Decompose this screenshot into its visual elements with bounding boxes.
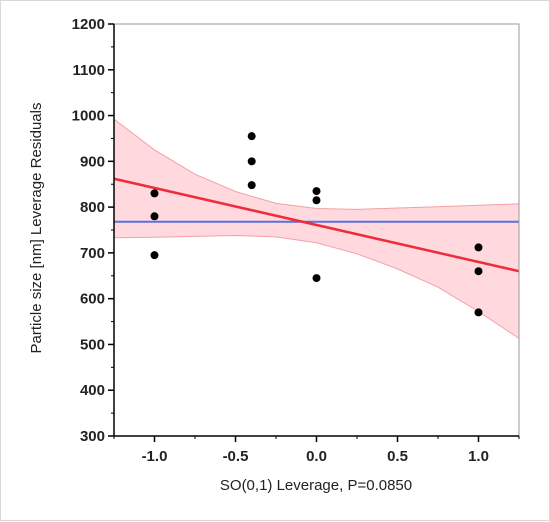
y-tick-label: 300 [80, 428, 105, 445]
data-point [474, 308, 483, 317]
data-point [474, 243, 483, 252]
confidence-band-layer [113, 118, 520, 339]
x-tick-label: 0.5 [387, 448, 408, 465]
y-tick-label: 700 [80, 245, 105, 262]
data-point [312, 187, 321, 196]
regression-fit-line [113, 177, 520, 273]
axis-layer: 300 400 500 600 700 800 900 1000 1100 1200 -1.0 -0.… [72, 16, 520, 465]
data-point [312, 274, 321, 283]
y-tick-label: 600 [80, 291, 105, 308]
y-tick-label: 800 [80, 199, 105, 216]
x-tick-label: -1.0 [142, 448, 168, 465]
y-tick-label: 900 [80, 153, 105, 170]
data-point [247, 157, 256, 166]
y-tick-label: 1200 [72, 16, 105, 33]
x-tick-label: -0.5 [223, 448, 249, 465]
data-point [474, 267, 483, 276]
data-point [150, 189, 159, 198]
data-point [312, 196, 321, 205]
data-point [247, 181, 256, 190]
data-point [150, 251, 159, 260]
confidence-band [114, 119, 519, 339]
y-tick-label: 1100 [72, 62, 105, 79]
x-tick-label: 0.0 [306, 448, 327, 465]
y-axis-label: Particle size [nm] Leverage Residuals [28, 103, 45, 354]
data-point [247, 132, 256, 141]
y-tick-label: 1000 [72, 108, 105, 125]
point-layer [150, 132, 483, 317]
confidence-band-upper-edge [113, 118, 520, 210]
confidence-band-lower-edge [113, 234, 520, 339]
x-tick-label: 1.0 [468, 448, 489, 465]
x-axis-label: SO(0,1) Leverage, P=0.0850 [220, 477, 412, 494]
y-tick-label: 400 [80, 382, 105, 399]
data-point [150, 212, 159, 221]
y-tick-label: 500 [80, 336, 105, 353]
line-layer [113, 177, 520, 273]
